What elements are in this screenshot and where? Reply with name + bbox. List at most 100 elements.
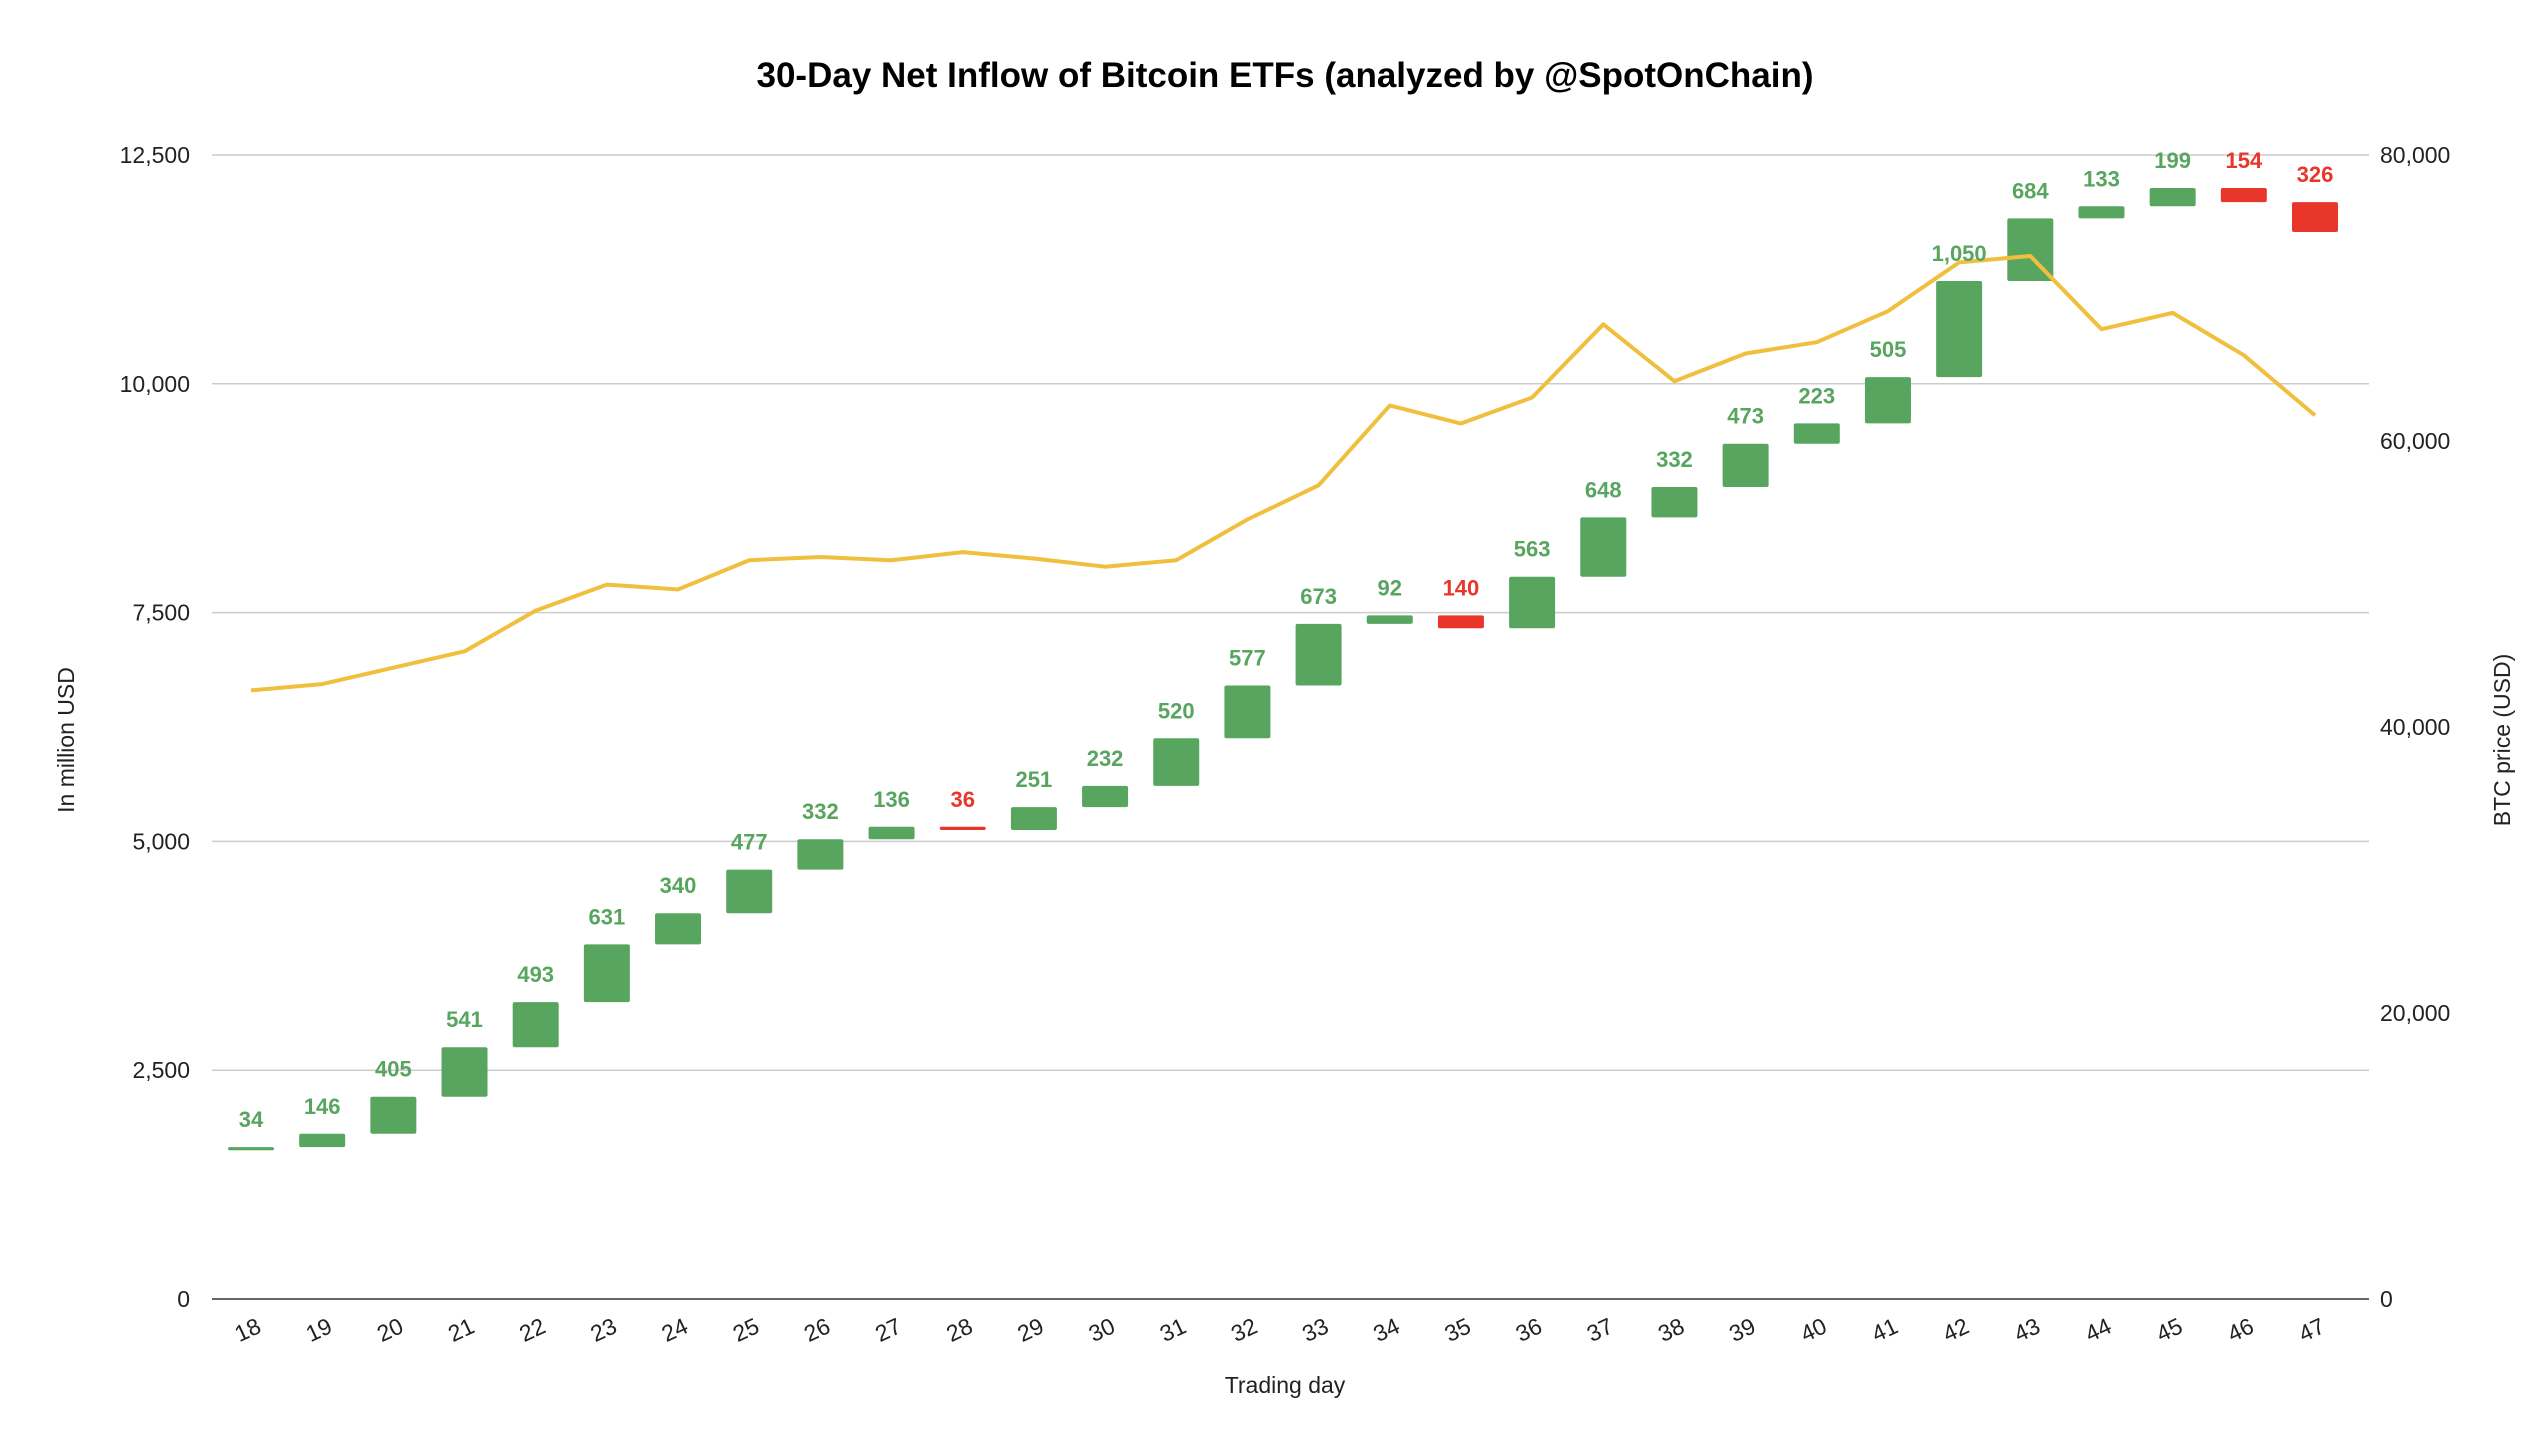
bar-day-26	[797, 839, 843, 869]
bar-day-44	[2078, 206, 2124, 218]
x-tick-label: 36	[1512, 1313, 1546, 1347]
bar-day-28	[940, 827, 986, 830]
x-tick-label: 46	[2223, 1313, 2257, 1347]
x-tick-label: 32	[1227, 1313, 1261, 1347]
x-tick-label: 21	[444, 1313, 478, 1347]
y-tick-label: 2,500	[132, 1057, 190, 1083]
x-tick-label: 39	[1725, 1313, 1759, 1347]
y2-tick-label: 0	[2380, 1286, 2393, 1312]
y-tick-label: 0	[177, 1286, 190, 1312]
data-label: 34	[239, 1107, 264, 1132]
x-tick-label: 26	[800, 1313, 834, 1347]
x-tick-label: 20	[373, 1313, 407, 1347]
x-tick-label: 42	[1939, 1313, 1973, 1347]
bar-day-33	[1296, 624, 1342, 686]
x-tick-label: 40	[1796, 1313, 1830, 1347]
bar-day-20	[370, 1097, 416, 1134]
data-label: 648	[1585, 477, 1622, 502]
y2-tick-label: 80,000	[2380, 142, 2450, 168]
data-label: 505	[1870, 337, 1907, 362]
y-tick-label: 12,500	[120, 142, 190, 168]
bar-day-36	[1509, 577, 1555, 629]
chart-title: 30-Day Net Inflow of Bitcoin ETFs (analy…	[757, 56, 1814, 95]
x-tick-label: 18	[231, 1313, 265, 1347]
y2-tick-label: 40,000	[2380, 714, 2450, 740]
x-tick-label: 25	[729, 1313, 763, 1347]
data-label: 340	[660, 873, 697, 898]
x-tick-label: 27	[871, 1313, 905, 1347]
x-axis-label: Trading day	[1225, 1372, 1346, 1398]
x-tick-label: 37	[1583, 1313, 1617, 1347]
bar-day-30	[1082, 786, 1128, 807]
bar-day-34	[1367, 615, 1413, 623]
data-label: 251	[1016, 767, 1053, 792]
bar-day-46	[2221, 188, 2267, 202]
bar-day-18	[228, 1147, 274, 1150]
data-label: 36	[950, 787, 974, 812]
data-label: 631	[589, 904, 626, 929]
y-tick-label: 10,000	[120, 371, 190, 397]
data-label: 223	[1798, 383, 1835, 408]
data-label: 577	[1229, 645, 1266, 670]
data-label: 136	[873, 787, 910, 812]
btc-price-line	[251, 256, 2315, 691]
bar-day-40	[1794, 423, 1840, 443]
x-tick-label: 47	[2295, 1313, 2329, 1347]
x-tick-label: 30	[1085, 1313, 1119, 1347]
bar-day-45	[2150, 188, 2196, 206]
bar-day-29	[1011, 807, 1057, 830]
bar-day-41	[1865, 377, 1911, 423]
y-axis-label: In million USD	[53, 667, 79, 813]
data-label: 684	[2012, 178, 2049, 203]
bar-day-23	[584, 944, 630, 1002]
data-label: 326	[2297, 162, 2334, 187]
x-tick-label: 22	[515, 1313, 549, 1347]
bar-day-39	[1723, 444, 1769, 487]
bar-day-25	[726, 870, 772, 914]
data-label: 332	[802, 799, 839, 824]
bar-day-37	[1580, 517, 1626, 576]
btc-price-series	[251, 256, 2315, 690]
data-label: 563	[1514, 537, 1551, 562]
data-label: 146	[304, 1094, 341, 1119]
x-tick-label: 43	[2010, 1313, 2044, 1347]
data-label: 92	[1378, 575, 1402, 600]
x-tick-label: 38	[1654, 1313, 1688, 1347]
x-tick-label: 19	[302, 1313, 336, 1347]
data-label: 133	[2083, 166, 2120, 191]
data-label: 473	[1727, 404, 1764, 429]
x-tick-label: 28	[942, 1313, 976, 1347]
data-label: 520	[1158, 698, 1195, 723]
data-label: 232	[1087, 746, 1124, 771]
bar-day-35	[1438, 615, 1484, 628]
data-label: 140	[1443, 575, 1480, 600]
bar-day-38	[1651, 487, 1697, 517]
y2-tick-label: 20,000	[2380, 1000, 2450, 1026]
data-label: 154	[2225, 148, 2262, 173]
x-tick-label: 33	[1298, 1313, 1332, 1347]
x-tick-label: 41	[1867, 1313, 1901, 1347]
bar-day-22	[513, 1002, 559, 1047]
bar-day-31	[1153, 738, 1199, 786]
data-label: 477	[731, 830, 768, 855]
data-label: 199	[2154, 148, 2191, 173]
data-label: 1,050	[1932, 241, 1987, 266]
data-label: 332	[1656, 447, 1693, 472]
gridlines	[212, 155, 2369, 1299]
x-tick-label: 24	[658, 1312, 692, 1346]
bar-day-21	[442, 1047, 488, 1097]
y2-axis-label: BTC price (USD)	[2489, 654, 2515, 827]
data-label: 673	[1300, 584, 1337, 609]
x-tick-label: 31	[1156, 1313, 1190, 1347]
y-tick-label: 5,000	[132, 828, 190, 854]
bar-day-24	[655, 913, 701, 944]
data-label: 541	[446, 1007, 483, 1032]
x-tick-label: 35	[1440, 1313, 1474, 1347]
x-tick-label: 34	[1369, 1312, 1403, 1346]
bar-day-19	[299, 1134, 345, 1147]
bar-day-42	[1936, 281, 1982, 377]
